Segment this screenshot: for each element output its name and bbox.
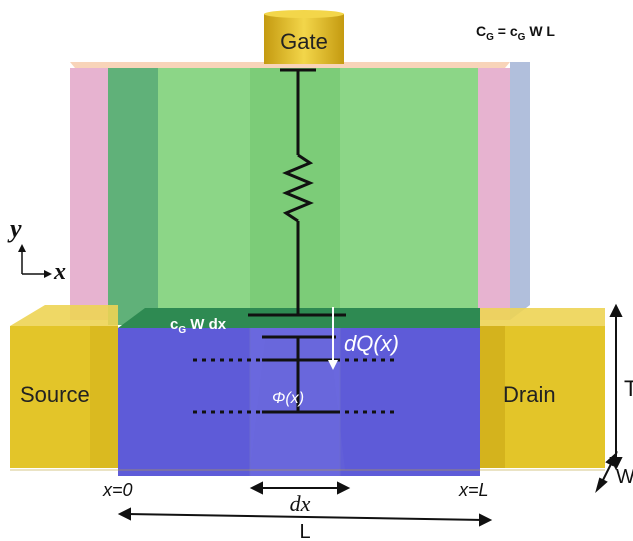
svg-text:CG = cG W L: CG = cG W L <box>476 23 555 43</box>
gate-block <box>264 14 344 64</box>
dq-label: dQ(x) <box>344 331 399 356</box>
thickness-label: T <box>624 376 633 401</box>
source-label: Source <box>20 382 90 407</box>
gate-label: Gate <box>280 29 328 54</box>
drain-side-shade <box>480 326 505 468</box>
source-side-shade <box>90 326 118 468</box>
channel-top <box>118 308 480 328</box>
thickness-dimension <box>609 303 623 471</box>
axis-indicator: y x <box>7 214 66 285</box>
drain-label: Drain <box>503 382 556 407</box>
dx-dimension <box>249 481 351 495</box>
x0-label: x=0 <box>102 480 133 500</box>
length-dimension <box>117 507 493 527</box>
axis-x-label: x <box>53 259 66 285</box>
oxide-top-edge <box>70 62 510 68</box>
drain-top <box>480 308 605 326</box>
oxide-right-face <box>478 68 510 320</box>
gate-resistor-circuit <box>248 68 346 414</box>
axis-y-label: y <box>7 214 22 243</box>
dq-arrow-head <box>328 360 338 370</box>
channel-slice <box>250 328 340 476</box>
gate-top <box>264 10 344 18</box>
capacitance-formula: CG = cG W L <box>476 23 555 43</box>
width-label: W <box>616 466 633 488</box>
oxide-right-back <box>510 62 530 320</box>
phi-label: Φ(x) <box>272 390 304 407</box>
oxide-left-face <box>70 68 108 320</box>
source-top <box>10 305 118 326</box>
xl-label: x=L <box>458 480 489 500</box>
oxide-left-inner <box>108 68 158 325</box>
oxide-slice <box>250 68 340 316</box>
cg-wdx-label: cG W dx <box>170 316 227 336</box>
length-label: L <box>299 521 310 541</box>
potential-dotted-lines <box>193 358 395 414</box>
dx-label: dx <box>290 491 311 516</box>
width-dimension <box>595 451 618 493</box>
